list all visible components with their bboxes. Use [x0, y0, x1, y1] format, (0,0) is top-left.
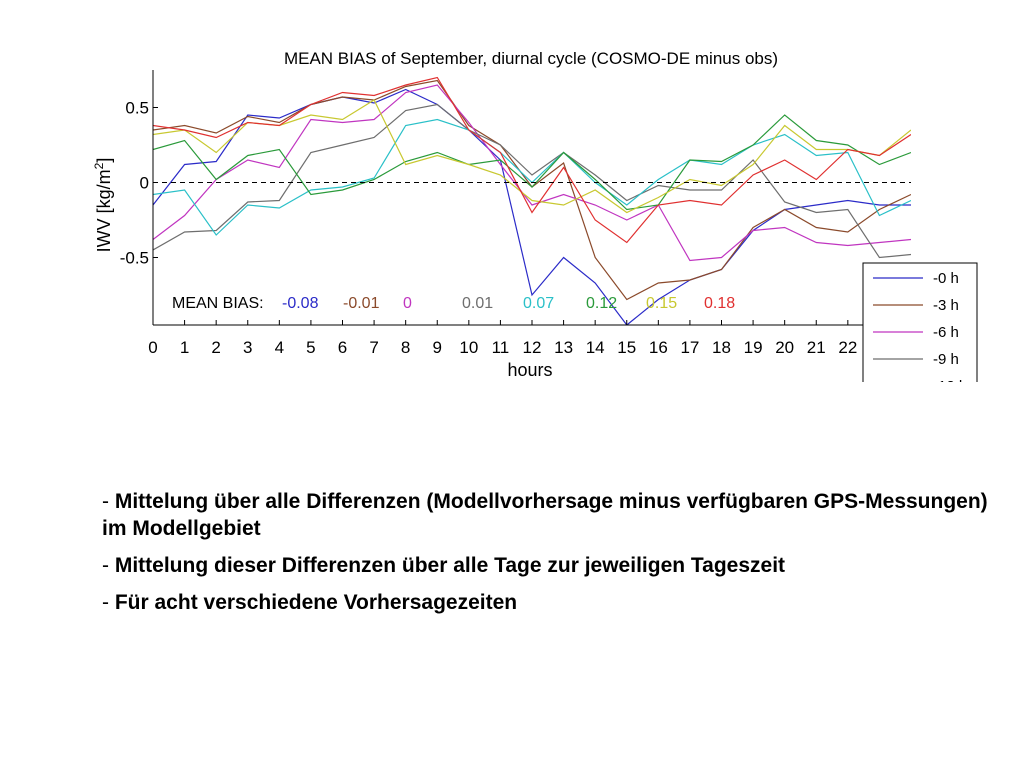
legend-entry: -9 h: [933, 351, 959, 368]
mean-bias-value: 0.07: [523, 295, 554, 312]
x-tick-label: 7: [369, 338, 378, 357]
y-tick-label: 0.5: [125, 99, 149, 118]
y-tick-label: -0.5: [120, 249, 149, 268]
legend: -0 h-3 h-6 h-9 h-12 h-15 h-18 h-21 h: [858, 262, 984, 400]
x-tick-label: 17: [680, 338, 699, 357]
mean-bias-value: 0.18: [704, 295, 735, 312]
x-tick-label: 1: [180, 338, 189, 357]
x-tick-label: 2: [211, 338, 220, 357]
bullet-list: - Mittelung über alle Differenzen (Model…: [102, 488, 1002, 626]
series-line-1: [153, 79, 911, 301]
series-line-2: [153, 84, 911, 262]
chart-title: MEAN BIAS of September, diurnal cycle (C…: [284, 49, 778, 68]
bullet-dash: -: [102, 490, 109, 513]
legend-crop-mask: [858, 383, 984, 400]
x-tick-label: 5: [306, 338, 315, 357]
bullet-item: - Mittelung über alle Differenzen (Model…: [102, 488, 1002, 542]
x-tick-label: 22: [838, 338, 857, 357]
legend-clip-group: -0 h-3 h-6 h-9 h-12 h-15 h-18 h-21 h: [862, 262, 978, 395]
axes-layer: 0 1 2 3 4 5 6 7 8 9 10 11 12 13 14 15 16 17 18 19 20 21 220.50…: [120, 70, 911, 357]
x-tick-label: 9: [433, 338, 442, 357]
mean-bias-value: 0.12: [586, 295, 617, 312]
x-tick-label: 8: [401, 338, 410, 357]
mean-bias-row: MEAN BIAS: -0.08 -0.01 0 0.01 0.07 0.12 0.15 0.1…: [172, 295, 735, 312]
bullet-item: - Für acht verschiedene Vorhersagezeiten: [102, 589, 1002, 616]
x-tick-label: 18: [712, 338, 731, 357]
bullet-item: - Mittelung dieser Differenzen über alle…: [102, 552, 1002, 579]
mean-bias-value: -0.08: [282, 295, 319, 312]
x-tick-label: 19: [744, 338, 763, 357]
mean-bias-value: 0.15: [646, 295, 677, 312]
series-line-3: [153, 103, 911, 259]
y-tick-label: 0: [140, 174, 149, 193]
x-tick-label: 0: [148, 338, 157, 357]
y-axis-label-sup: 2: [92, 162, 106, 169]
y-axis-label: IWV [kg/m2]: [92, 158, 114, 253]
x-tick-label: 13: [554, 338, 573, 357]
plot-group: MEAN BIAS of September, diurnal cycle (C…: [92, 49, 984, 400]
legend-entry: -6 h: [933, 324, 959, 341]
mean-bias-value: 0: [403, 295, 412, 312]
y-axis-label-main: IWV [kg/m: [94, 169, 114, 252]
iwv-bias-chart: MEAN BIAS of September, diurnal cycle (C…: [92, 49, 984, 400]
legend-entry: -3 h: [933, 297, 959, 314]
x-axis-label: hours: [507, 360, 552, 380]
x-tick-label: 14: [586, 338, 605, 357]
bullet-dash: -: [102, 591, 109, 614]
x-tick-label: 15: [617, 338, 636, 357]
legend-box: [862, 262, 978, 382]
y-axis-label-end: ]: [94, 158, 114, 163]
legend-entry: -0 h: [933, 270, 959, 287]
series-line-7: [153, 76, 911, 244]
x-tick-label: 11: [492, 338, 510, 357]
bullet-text: Mittelung dieser Differenzen über alle T…: [114, 554, 786, 577]
series-line-5: [153, 114, 911, 211]
x-tick-label: 4: [275, 338, 284, 357]
mean-bias-value: -0.01: [343, 295, 380, 312]
mean-bias-label: MEAN BIAS:: [172, 295, 264, 312]
series-layer: [153, 76, 911, 325]
x-tick-label: 20: [775, 338, 794, 357]
bullet-text: Mittelung über alle Differenzen (Modellv…: [102, 490, 988, 540]
legend-entry: -12 h: [933, 378, 967, 395]
x-tick-label: 3: [243, 338, 252, 357]
x-tick-label: 21: [807, 338, 826, 357]
x-tick-label: 12: [523, 338, 542, 357]
bullet-dash: -: [102, 554, 109, 577]
bullet-text: Für acht verschiedene Vorhersagezeiten: [114, 591, 518, 614]
series-line-4: [153, 118, 911, 236]
x-tick-label: 16: [649, 338, 668, 357]
x-tick-label: 10: [459, 338, 478, 357]
x-tick-label: 6: [338, 338, 347, 357]
mean-bias-value: 0.01: [462, 295, 493, 312]
